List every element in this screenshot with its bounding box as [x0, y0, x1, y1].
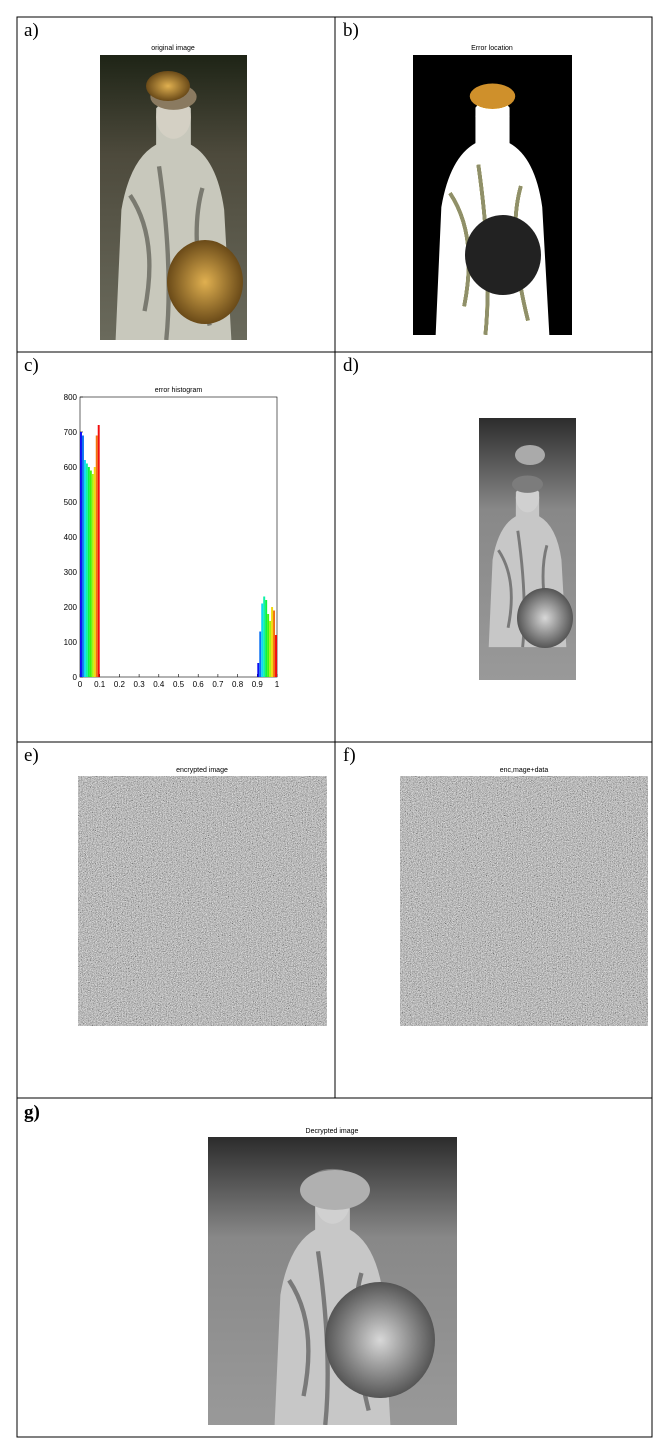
x-tick-label: 0.5	[173, 680, 185, 689]
error-location-image	[413, 55, 572, 335]
grayscale-image	[479, 418, 576, 680]
histogram-bar	[257, 663, 260, 677]
y-tick-label: 300	[64, 568, 78, 577]
encrypted-data-image	[400, 776, 648, 1026]
histogram-bar	[91, 474, 94, 677]
y-tick-label: 200	[64, 603, 78, 612]
panel-label: f)	[343, 745, 356, 766]
panel-label: b)	[343, 20, 359, 41]
histogram-bar	[263, 596, 266, 677]
histogram-bar	[265, 600, 268, 677]
panel-label: g)	[24, 1102, 40, 1123]
encrypted-image	[78, 776, 327, 1026]
histogram-bar	[95, 435, 98, 677]
y-tick-label: 700	[64, 428, 78, 437]
x-tick-label: 0.9	[252, 680, 264, 689]
x-tick-label: 1	[275, 680, 280, 689]
panel-label: e)	[24, 745, 39, 766]
y-tick-label: 400	[64, 533, 78, 542]
x-tick-label: 0.3	[134, 680, 146, 689]
image-title: Error location	[471, 45, 513, 52]
histogram-bar	[273, 610, 276, 677]
histogram: error histogram 0 100 200 300 400 500 600 700 800…	[64, 387, 280, 689]
histogram-bar	[89, 470, 92, 677]
histogram-bar	[259, 631, 262, 677]
y-tick-label: 800	[64, 393, 78, 402]
original-image	[100, 55, 247, 340]
x-tick-label: 0.8	[232, 680, 244, 689]
panel-label: a)	[24, 20, 39, 41]
y-tick-label: 100	[64, 638, 78, 647]
histogram-bar	[269, 621, 272, 677]
y-tick-label: 600	[64, 463, 78, 472]
panel-label: d)	[343, 355, 359, 376]
x-tick-label: 0.6	[193, 680, 205, 689]
y-tick-label: 0	[73, 673, 78, 682]
histogram-bar	[271, 607, 274, 677]
x-tick-label: 0.7	[212, 680, 224, 689]
histogram-bar	[267, 614, 270, 677]
histogram-bar	[275, 635, 277, 677]
histogram-bar	[80, 432, 82, 677]
image-title: original image	[151, 45, 195, 52]
chart-title: error histogram	[155, 387, 203, 394]
image-title: Decrypted image	[306, 1128, 359, 1135]
histogram-bar	[83, 460, 86, 677]
y-tick-label: 500	[64, 498, 78, 507]
histogram-bar	[97, 425, 100, 677]
image-title: encrypted image	[176, 767, 228, 774]
x-tick-label: 0.4	[153, 680, 165, 689]
x-tick-label: 0.1	[94, 680, 106, 689]
image-title: enc,mage+data	[500, 767, 549, 774]
histogram-bar	[85, 463, 88, 677]
decrypted-image	[208, 1137, 457, 1425]
x-tick-label: 0.2	[114, 680, 126, 689]
histogram-bar	[81, 435, 84, 677]
panel-label: c)	[24, 355, 39, 376]
histogram-bar	[87, 467, 90, 677]
histogram-bar	[93, 467, 96, 677]
x-tick-label: 0	[78, 680, 83, 689]
plot-area	[79, 396, 278, 678]
histogram-bar	[261, 603, 264, 677]
